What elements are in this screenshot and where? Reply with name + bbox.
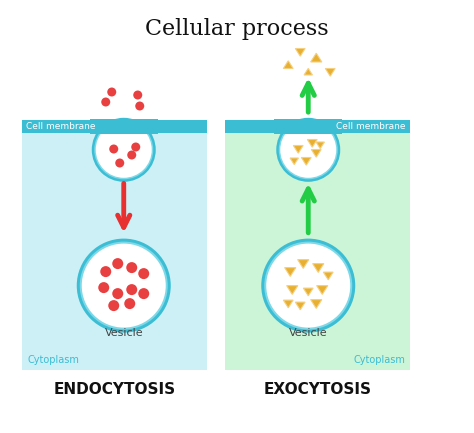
Circle shape	[96, 122, 152, 178]
Circle shape	[127, 151, 136, 159]
Circle shape	[124, 298, 135, 309]
Polygon shape	[285, 268, 296, 276]
Circle shape	[138, 288, 149, 299]
Circle shape	[135, 101, 144, 110]
Circle shape	[107, 87, 116, 97]
Text: Cytoplasm: Cytoplasm	[27, 355, 79, 365]
Text: ENDOCYTOSIS: ENDOCYTOSIS	[54, 382, 175, 397]
Polygon shape	[283, 300, 293, 308]
Circle shape	[109, 145, 118, 154]
Polygon shape	[325, 68, 335, 76]
Circle shape	[92, 118, 156, 182]
Circle shape	[112, 288, 123, 299]
Bar	[22, 120, 207, 370]
Text: Cytoplasm: Cytoplasm	[353, 355, 405, 365]
Circle shape	[112, 258, 123, 269]
Circle shape	[131, 142, 140, 152]
Circle shape	[261, 239, 355, 333]
Text: Cell membrane: Cell membrane	[337, 122, 406, 131]
Circle shape	[108, 300, 119, 311]
Circle shape	[276, 118, 340, 182]
Bar	[22, 120, 207, 133]
Circle shape	[80, 242, 168, 330]
Bar	[274, 119, 342, 134]
Polygon shape	[304, 68, 312, 75]
Polygon shape	[295, 48, 305, 56]
Circle shape	[101, 97, 110, 107]
Polygon shape	[298, 260, 309, 268]
Circle shape	[264, 242, 352, 330]
Polygon shape	[307, 139, 317, 147]
Polygon shape	[313, 264, 324, 272]
Text: Cellular process: Cellular process	[145, 18, 329, 40]
Bar	[225, 120, 410, 133]
Circle shape	[77, 239, 171, 333]
Circle shape	[126, 262, 137, 273]
Circle shape	[279, 120, 338, 179]
Circle shape	[115, 158, 124, 168]
Polygon shape	[283, 61, 293, 68]
Bar	[225, 120, 410, 370]
Bar	[90, 119, 158, 134]
Circle shape	[280, 122, 336, 178]
Polygon shape	[311, 149, 321, 157]
Circle shape	[138, 268, 149, 279]
Text: EXOCYTOSIS: EXOCYTOSIS	[264, 382, 372, 397]
Circle shape	[98, 282, 109, 293]
Polygon shape	[323, 272, 333, 280]
Polygon shape	[316, 142, 324, 149]
Text: Vesicle: Vesicle	[289, 328, 328, 338]
Circle shape	[133, 90, 142, 100]
Polygon shape	[295, 302, 305, 310]
Polygon shape	[310, 300, 322, 308]
Circle shape	[126, 284, 137, 295]
Polygon shape	[303, 288, 313, 296]
Polygon shape	[301, 158, 311, 165]
Polygon shape	[290, 158, 299, 165]
Circle shape	[266, 244, 350, 328]
Polygon shape	[293, 145, 303, 153]
Text: Cell membrane: Cell membrane	[26, 122, 95, 131]
Circle shape	[82, 244, 166, 328]
Text: Vesicle: Vesicle	[104, 328, 143, 338]
Polygon shape	[310, 53, 322, 62]
Circle shape	[100, 266, 111, 277]
Polygon shape	[317, 286, 328, 294]
Circle shape	[94, 120, 153, 179]
Polygon shape	[287, 286, 298, 294]
